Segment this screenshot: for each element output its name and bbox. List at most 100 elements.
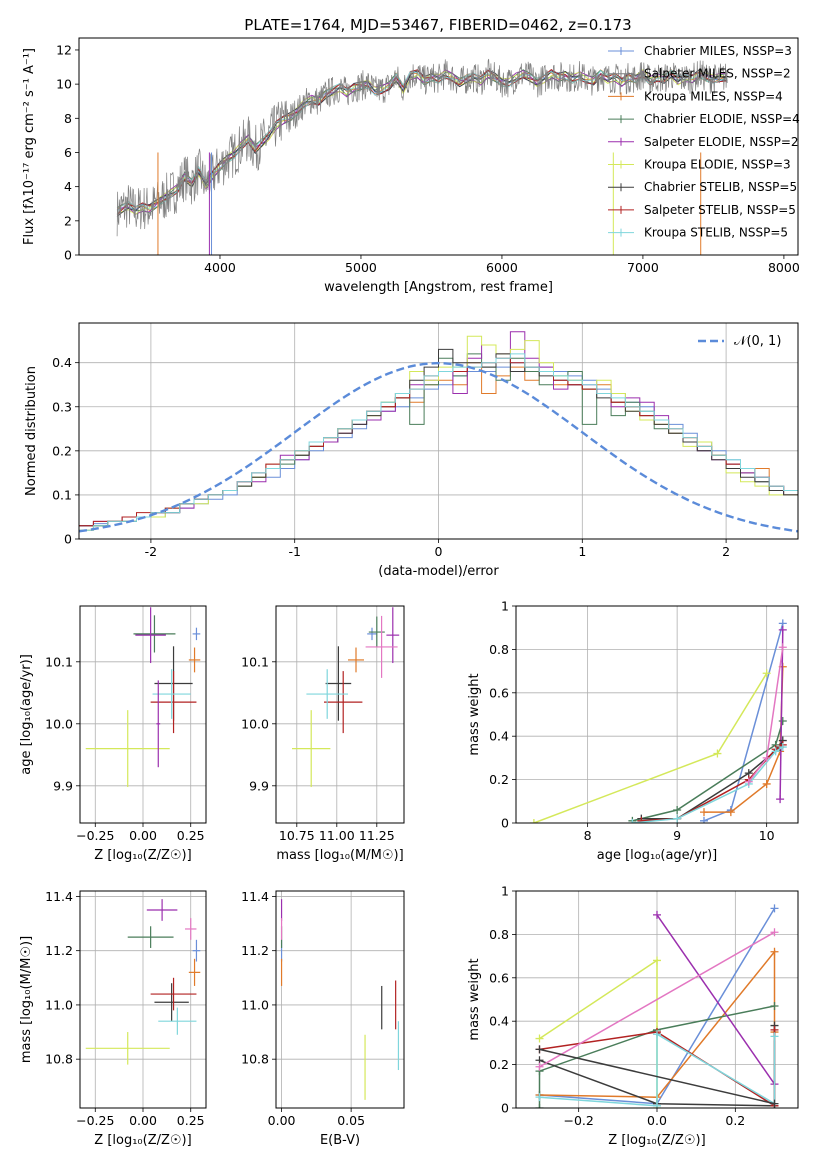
y-tick-label: 10.8 bbox=[45, 1052, 73, 1067]
data-point bbox=[367, 627, 377, 641]
weight-marker bbox=[762, 753, 771, 762]
legend-label: Kroupa STELIB, NSSP=5 bbox=[644, 226, 788, 240]
data-point bbox=[292, 710, 331, 788]
weight-plot bbox=[529, 619, 787, 823]
weight-line bbox=[539, 1048, 775, 1105]
data-point bbox=[85, 1032, 170, 1065]
data-point bbox=[127, 926, 174, 948]
weight-marker bbox=[535, 1093, 544, 1102]
chart-age_vs_Z: −0.25 0.00 0.25 9.9 10.0 10.1 Z [log₁₀(Z/Z☉)] a… bbox=[19, 605, 207, 863]
errorbar-plot bbox=[85, 899, 201, 1065]
x-axis-label: Z [log₁₀(Z/Z☉)] bbox=[94, 1133, 191, 1148]
y-tick-label: 0.2 bbox=[489, 1057, 509, 1072]
y-tick-label: 0 bbox=[64, 532, 72, 547]
y-tick-label: 2 bbox=[64, 213, 72, 228]
weight-marker bbox=[770, 1099, 779, 1108]
x-tick-label: −0.25 bbox=[76, 1113, 114, 1128]
weight-marker bbox=[529, 819, 538, 823]
y-tick-label: 1 bbox=[501, 599, 509, 614]
weight-marker bbox=[770, 904, 779, 913]
weight-line bbox=[539, 931, 775, 1068]
weight-marker bbox=[653, 1030, 661, 1039]
x-axis-label: Z [log₁₀(Z/Z☉)] bbox=[94, 848, 191, 863]
x-tick-label: 0.25 bbox=[177, 1113, 205, 1128]
y-tick-label: 0.4 bbox=[52, 355, 72, 370]
data-point bbox=[365, 615, 398, 678]
weight-marker bbox=[673, 805, 682, 814]
x-tick-label: 0.05 bbox=[337, 1113, 365, 1128]
y-tick-label: 0.6 bbox=[489, 970, 509, 985]
x-tick-label: 0.00 bbox=[129, 828, 157, 843]
x-tick-label: 0.25 bbox=[177, 828, 205, 843]
y-tick-label: 10.0 bbox=[45, 716, 73, 731]
y-tick-label: 0.1 bbox=[52, 487, 72, 502]
x-tick-label: 8000 bbox=[768, 260, 800, 275]
x-axis-label: wavelength [Angstrom, rest frame] bbox=[324, 280, 553, 295]
y-tick-label: 11.4 bbox=[241, 889, 269, 904]
y-tick-label: 0.2 bbox=[489, 772, 509, 787]
data-point bbox=[158, 1007, 197, 1035]
y-tick-label: 0.2 bbox=[52, 443, 72, 458]
weight-marker bbox=[535, 1034, 544, 1043]
y-axis-label: Flux [fλ10⁻¹⁷ erg cm⁻² s⁻¹ A⁻¹] bbox=[22, 48, 37, 245]
x-tick-label: 8 bbox=[584, 828, 592, 843]
weight-line bbox=[779, 629, 784, 800]
x-tick-label: 7000 bbox=[627, 260, 659, 275]
data-point bbox=[325, 646, 352, 721]
y-tick-label: 12 bbox=[56, 42, 72, 57]
weight-marker bbox=[778, 643, 787, 652]
x-tick-label: 9 bbox=[673, 828, 681, 843]
x-axis-label: age [log₁₀(age/yr)] bbox=[597, 848, 718, 863]
y-tick-label: 0.6 bbox=[489, 685, 509, 700]
legend-label: Salpeter ELODIE, NSSP=2 bbox=[644, 135, 799, 149]
x-tick-label: 0.2 bbox=[725, 1113, 745, 1128]
x-axis-label: Z [log₁₀(Z/Z☉)] bbox=[608, 1133, 705, 1148]
errorbar-plot bbox=[292, 607, 400, 788]
y-tick-label: 1 bbox=[501, 884, 509, 899]
y-tick-label: 0.3 bbox=[52, 399, 72, 414]
legend-label: Kroupa ELODIE, NSSP=3 bbox=[644, 158, 791, 172]
y-axis-label: mass weight bbox=[467, 673, 482, 755]
y-tick-label: 11.4 bbox=[45, 889, 73, 904]
normal-curve bbox=[79, 361, 798, 533]
weight-marker bbox=[637, 816, 646, 823]
legend-label: Kroupa MILES, NSSP=4 bbox=[644, 89, 783, 103]
x-tick-label: 10 bbox=[759, 828, 775, 843]
weight-line bbox=[656, 914, 776, 1085]
y-tick-label: 0.4 bbox=[489, 1014, 509, 1029]
weight-marker bbox=[770, 947, 779, 956]
data-point bbox=[133, 615, 176, 653]
weight-marker bbox=[653, 956, 661, 965]
y-tick-label: 6 bbox=[64, 145, 72, 160]
data-point bbox=[324, 671, 363, 734]
data-point bbox=[348, 647, 364, 673]
hist-plot bbox=[79, 331, 798, 539]
x-axis-label: E(B-V) bbox=[320, 1133, 360, 1148]
data-point bbox=[306, 669, 348, 719]
data-point bbox=[386, 607, 400, 664]
weight-marker bbox=[700, 816, 708, 823]
chart-mass_vs_Z: −0.25 0.00 0.25 10.8 11.0 11.2 11.4 Z [log₁₀(Z/… bbox=[19, 889, 207, 1148]
weight-line bbox=[539, 949, 776, 1098]
y-tick-label: 10.1 bbox=[45, 654, 73, 669]
x-tick-label: 10.75 bbox=[279, 828, 315, 843]
weight-plot bbox=[535, 904, 779, 1108]
y-axis-label: mass weight bbox=[467, 958, 482, 1040]
plot-frame bbox=[78, 37, 799, 256]
weight-marker bbox=[726, 808, 735, 817]
x-tick-label: 0.00 bbox=[268, 1113, 296, 1128]
weight-marker bbox=[770, 1002, 779, 1011]
y-tick-label: 11.0 bbox=[241, 997, 269, 1012]
legend-label: Salpeter MILES, NSSP=2 bbox=[644, 67, 791, 81]
x-tick-label: −0.2 bbox=[563, 1113, 593, 1128]
plot-frame bbox=[275, 605, 405, 824]
weight-marker bbox=[535, 1045, 544, 1054]
x-axis-label: (data-model)/error bbox=[378, 564, 499, 579]
x-tick-label: 5000 bbox=[345, 260, 377, 275]
weight-marker bbox=[762, 669, 771, 678]
weight-marker bbox=[778, 743, 787, 752]
y-tick-label: 9.9 bbox=[249, 778, 269, 793]
x-tick-label: 0 bbox=[435, 544, 443, 559]
y-tick-label: 0.4 bbox=[489, 729, 509, 744]
y-tick-label: 10.8 bbox=[241, 1052, 269, 1067]
